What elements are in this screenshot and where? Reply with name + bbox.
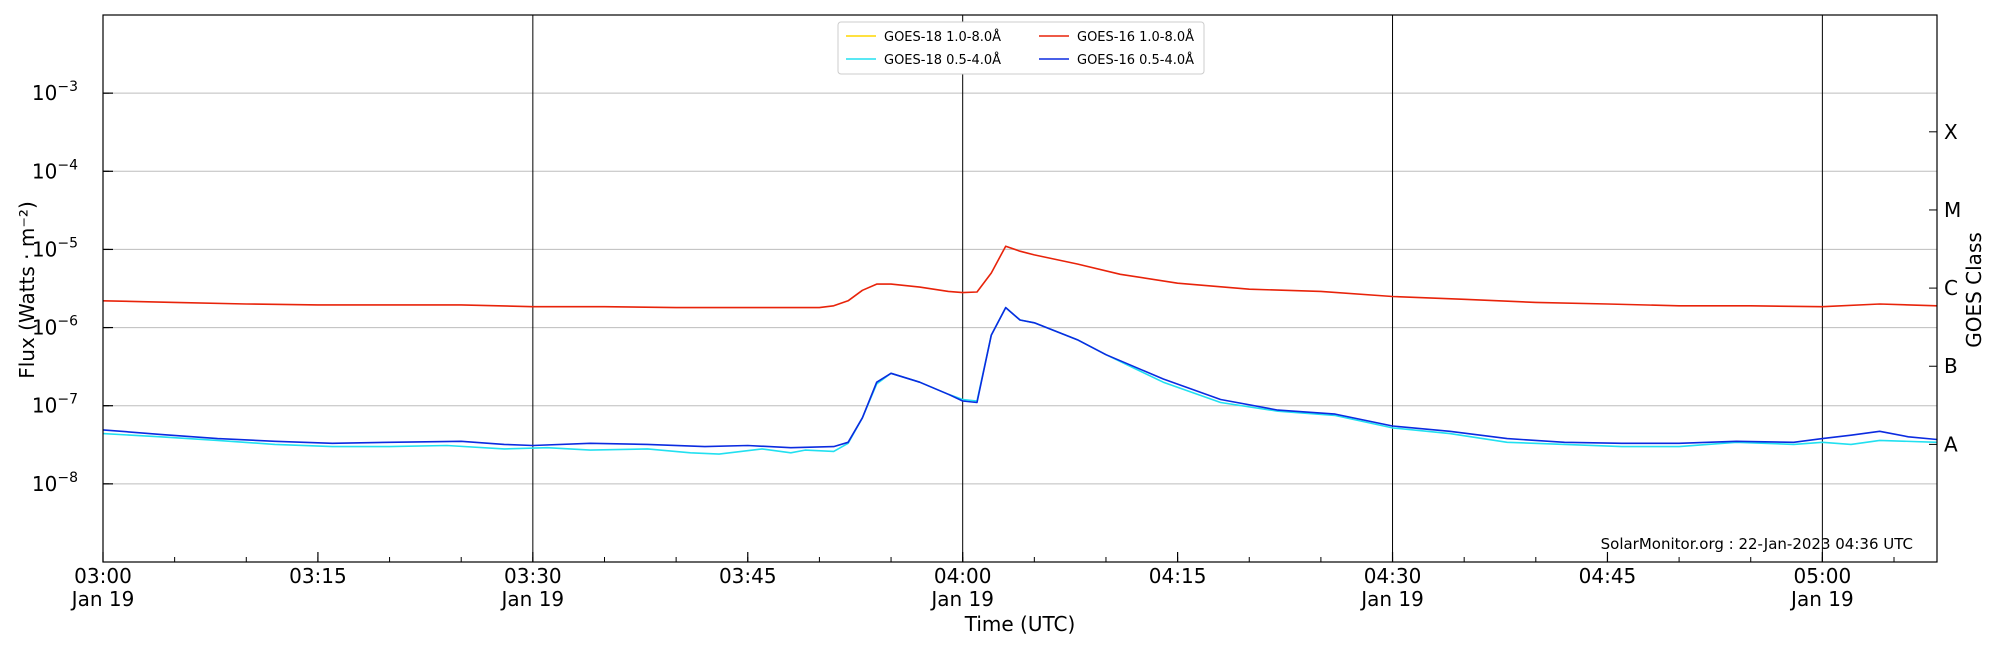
y-tick-label: 10−5 bbox=[32, 235, 78, 261]
x-tick-date-label: Jan 19 bbox=[70, 587, 135, 611]
series-line-2 bbox=[102, 306, 1938, 455]
x-tick-date-label: Jan 19 bbox=[1789, 587, 1854, 611]
goes-class-label: B bbox=[1944, 354, 1958, 378]
goes-class-label: X bbox=[1944, 120, 1958, 144]
y-tick-label: 10−8 bbox=[32, 470, 78, 496]
x-axis-title: Time (UTC) bbox=[964, 612, 1076, 636]
y-tick-label: 10−3 bbox=[32, 79, 78, 105]
series-lines bbox=[102, 245, 1938, 455]
x-tick-label: 03:45 bbox=[719, 564, 777, 588]
goes-class-label: A bbox=[1944, 432, 1958, 456]
series-line-3 bbox=[102, 245, 1938, 309]
x-tick-date-label: Jan 19 bbox=[1359, 587, 1424, 611]
x-tick-label: 03:30 bbox=[504, 564, 562, 588]
y-axis-title: Flux (Watts · m⁻²) bbox=[15, 201, 39, 379]
y-tick-label: 10−4 bbox=[32, 157, 78, 183]
x-tick-label: 05:00 bbox=[1794, 564, 1852, 588]
y-tick-label: 10−7 bbox=[32, 392, 78, 418]
legend-label: GOES-18 0.5-4.0Å bbox=[884, 52, 1001, 68]
legend-label: GOES-16 1.0-8.0Å bbox=[1077, 29, 1194, 45]
x-tick-label: 03:00 bbox=[74, 564, 132, 588]
x-tick-label: 04:15 bbox=[1149, 564, 1207, 588]
plot-area-frame bbox=[102, 14, 1938, 563]
legend-label: GOES-16 0.5-4.0Å bbox=[1077, 52, 1194, 68]
grid-lines bbox=[102, 15, 1937, 562]
x-tick-label: 03:15 bbox=[289, 564, 347, 588]
legend: GOES-18 1.0-8.0Å GOES-18 0.5-4.0Å GOES-16 … bbox=[837, 21, 1205, 75]
legend-label: GOES-18 1.0-8.0Å bbox=[884, 29, 1001, 45]
goes-class-label: C bbox=[1944, 276, 1958, 300]
x-tick-label: 04:00 bbox=[934, 564, 992, 588]
x-tick-label: 04:30 bbox=[1364, 564, 1422, 588]
x-tick-date-label: Jan 19 bbox=[929, 587, 994, 611]
y2-axis-title: GOES Class bbox=[1962, 232, 1986, 348]
series-line-4 bbox=[102, 306, 1938, 449]
credit-label: SolarMonitor.org : 22-Jan-2023 04:36 UTC bbox=[1601, 535, 1913, 553]
x-tick-label: 04:45 bbox=[1579, 564, 1637, 588]
goes-class-label: M bbox=[1944, 198, 1961, 222]
x-tick-date-label: Jan 19 bbox=[500, 587, 565, 611]
legend-box bbox=[837, 21, 1205, 75]
